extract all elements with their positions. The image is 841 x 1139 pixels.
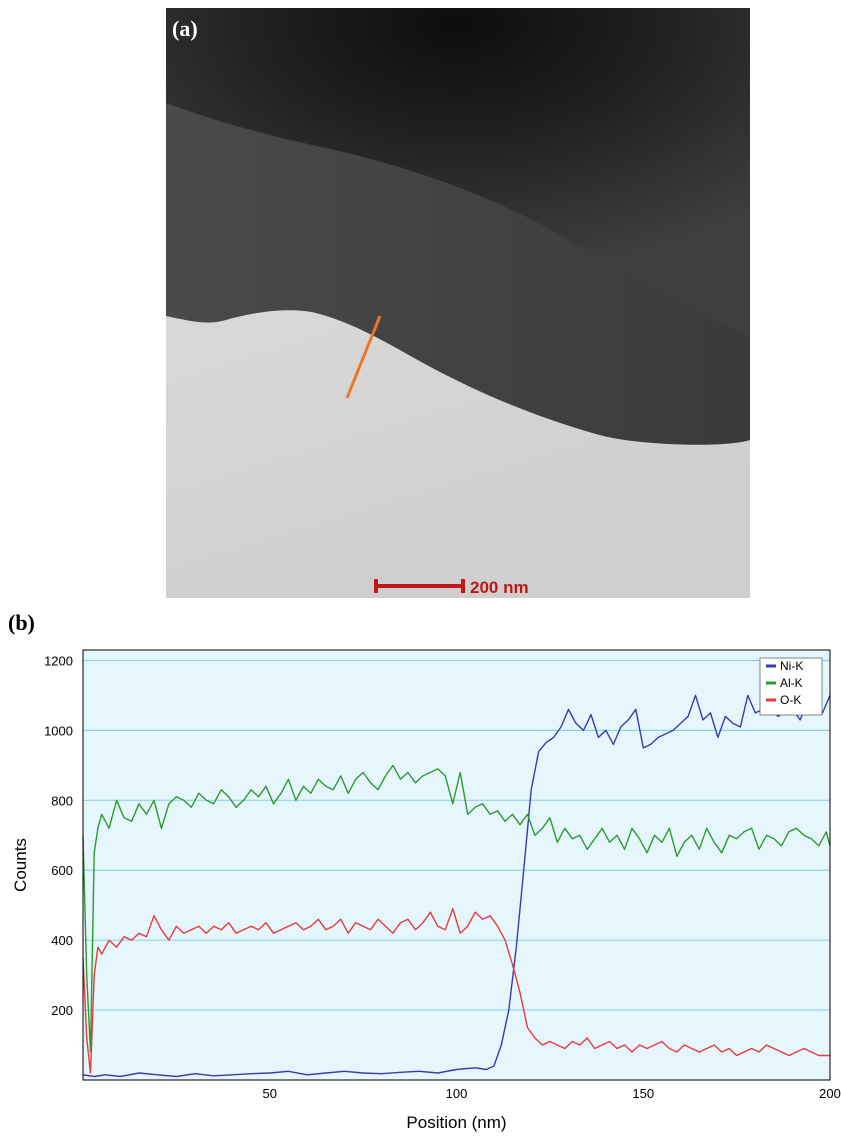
- legend-entry: O-K: [780, 693, 801, 707]
- scale-bar: 200 nm: [374, 578, 529, 597]
- grid-lines: [83, 659, 830, 1011]
- x-tick-label: 50: [263, 1086, 277, 1101]
- x-tick-label: 150: [632, 1086, 654, 1101]
- micrograph-image: 200 nm: [166, 8, 750, 598]
- line-profile-chart: 200 400 600 800 1000 1200 50 100 150 200 Position…: [11, 649, 841, 1132]
- y-tick-label: 400: [51, 933, 73, 948]
- micrograph-svg: 200 nm: [166, 8, 750, 598]
- y-tick-label: 1200: [44, 653, 73, 668]
- x-axis-title: Position (nm): [406, 1113, 506, 1132]
- line-scan-path: [345, 315, 382, 399]
- panel-a-label: (a): [172, 16, 198, 41]
- y-tick-label: 600: [51, 863, 73, 878]
- scale-bar-label: 200 nm: [470, 578, 529, 597]
- plot-frame: [82, 649, 831, 1081]
- series-layer: [82, 694, 831, 1078]
- series-line-al-k: [82, 764, 831, 1053]
- x-tick-label: 200: [819, 1086, 841, 1101]
- y-tick-label: 1000: [44, 723, 73, 738]
- y-tick-label: 800: [51, 793, 73, 808]
- legend: Ni-K Al-K O-K: [759, 657, 823, 716]
- dark-core-region: [166, 8, 750, 338]
- legend-entry: Ni-K: [780, 659, 803, 673]
- legend-entry: Al-K: [780, 676, 803, 690]
- tick-labels: 200 400 600 800 1000 1200 50 100 150 200: [44, 653, 841, 1101]
- plot-area: [83, 650, 830, 1080]
- y-axis-title: Counts: [11, 838, 30, 892]
- series-line-o-k: [82, 908, 830, 1074]
- panel-b-label: (b): [8, 610, 35, 635]
- y-tick-label: 200: [51, 1003, 73, 1018]
- series-line-ni-k: [82, 694, 831, 1078]
- x-tick-label: 100: [446, 1086, 468, 1101]
